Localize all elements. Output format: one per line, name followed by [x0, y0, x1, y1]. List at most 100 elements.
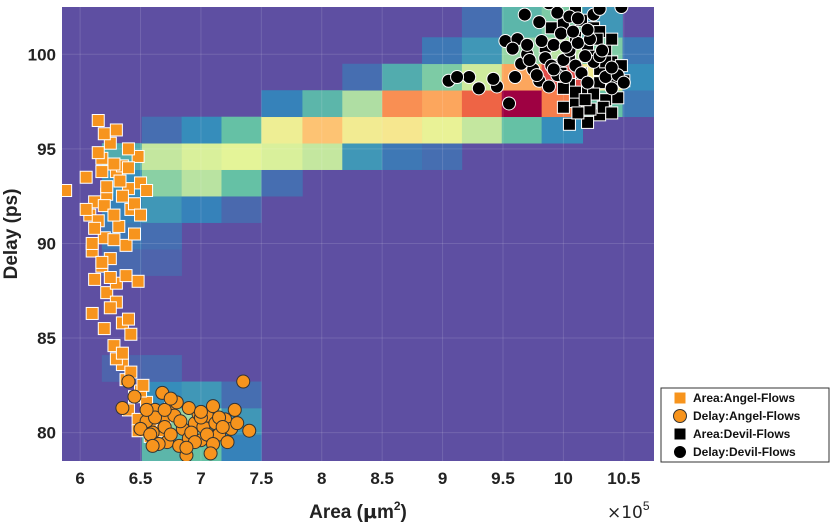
data-point-square [134, 208, 148, 222]
data-point-square [605, 106, 619, 120]
y-ticks: 80 85 90 95 100 [28, 45, 56, 442]
data-point-square [91, 114, 105, 127]
x-axis-label-suffix: ) [401, 502, 407, 523]
heatmap-cell [221, 116, 262, 144]
data-point-circle [546, 62, 561, 77]
data-point-circle [580, 75, 595, 90]
heatmap-cell [541, 116, 584, 144]
data-point-square [571, 106, 585, 120]
data-point-circle [206, 399, 221, 414]
data-point-square [85, 236, 99, 250]
data-point-circle [121, 374, 136, 389]
data-point-circle [529, 68, 544, 83]
legend-label: Area:Angel-Flows [693, 391, 795, 405]
heatmap-cell [382, 63, 423, 91]
data-point-square [131, 274, 145, 288]
legend-label: Delay:Devil-Flows [693, 445, 796, 459]
data-point-square [107, 157, 121, 171]
data-point-circle [522, 52, 537, 67]
data-point-circle [534, 34, 549, 49]
data-point-circle [520, 37, 535, 52]
heatmap-cell [261, 116, 303, 144]
heatmap-cell [141, 222, 182, 250]
heatmap-cell [342, 116, 383, 144]
data-point-square [107, 208, 121, 222]
heatmap-cell [221, 196, 262, 223]
x-multiplier: ×105 [607, 499, 650, 523]
x-multiplier-exponent: 5 [643, 499, 650, 513]
heatmap-cell [141, 196, 182, 223]
heatmap-cell [181, 196, 222, 223]
data-point-circle [604, 81, 619, 96]
x-tick-label: 6 [75, 469, 84, 488]
data-point-circle [553, 26, 568, 41]
series-delay-devil-flows [441, 7, 631, 111]
x-tick-label: 6.5 [129, 469, 153, 488]
data-point-square [556, 81, 570, 95]
heatmap-cell [622, 90, 654, 118]
data-point-square [100, 286, 114, 300]
data-point-circle [173, 414, 188, 429]
data-point-square [79, 202, 93, 216]
data-point-circle [566, 24, 581, 39]
heatmap-cell [181, 169, 222, 197]
heatmap-cell [261, 169, 303, 197]
heatmap-cell [221, 143, 262, 170]
data-point-circle [145, 438, 160, 453]
data-point-circle [242, 423, 257, 438]
data-point-square [115, 346, 129, 360]
heatmap-cell [261, 90, 303, 118]
legend-label: Delay:Angel-Flows [693, 409, 801, 423]
heatmap-cell [422, 90, 463, 118]
data-point-circle [505, 41, 520, 56]
data-point-circle [471, 81, 486, 96]
x-tick-label: 9.5 [491, 469, 515, 488]
heatmap-cell [141, 143, 182, 170]
data-point-square [124, 327, 138, 341]
scatter-points [62, 7, 631, 461]
data-point-square [131, 149, 145, 163]
data-point-circle [550, 7, 565, 20]
data-point-square [119, 238, 133, 252]
data-point-circle [163, 427, 178, 442]
data-point-circle [127, 389, 142, 404]
heatmap-cell [302, 90, 343, 118]
data-point-square [95, 255, 109, 269]
data-point-circle [215, 419, 230, 434]
data-point-circle [157, 402, 172, 417]
data-point-square [100, 180, 114, 194]
data-point-circle [614, 7, 629, 14]
x-tick-label: 9 [438, 469, 447, 488]
heatmap-cell [342, 143, 383, 170]
heatmap-cell [141, 355, 182, 382]
data-point-square [113, 174, 127, 188]
x-tick-label: 10.5 [607, 469, 640, 488]
data-point-square [121, 312, 135, 326]
data-point-circle [179, 440, 194, 455]
data-point-square [562, 117, 576, 131]
legend-label: Area:Devil-Flows [693, 427, 791, 441]
data-point-square [103, 301, 117, 315]
y-tick-label: 90 [37, 234, 56, 253]
data-point-circle [236, 374, 251, 389]
data-point-square [581, 115, 595, 129]
data-point-square [115, 189, 129, 203]
heatmap-cell [181, 116, 222, 144]
data-point-square [119, 269, 133, 283]
heatmap-cell [342, 90, 383, 118]
data-point-circle [616, 75, 631, 90]
heatmap-cell [141, 116, 182, 144]
legend-marker-circle [673, 409, 687, 423]
data-point-circle [502, 96, 517, 111]
heatmap-cell [461, 116, 503, 144]
heatmap-cell [461, 7, 503, 38]
heatmap-cell [342, 63, 383, 91]
heatmap-cell [382, 116, 423, 144]
data-point-circle [570, 11, 585, 26]
data-point-square [62, 183, 73, 197]
x-tick-label: 8 [317, 469, 326, 488]
data-point-circle [517, 7, 532, 22]
data-point-square [109, 123, 123, 137]
legend-box [660, 387, 830, 463]
x-ticks: 6 6.5 7 7.5 8 8.5 9 9.5 10 10.5 [75, 469, 640, 488]
